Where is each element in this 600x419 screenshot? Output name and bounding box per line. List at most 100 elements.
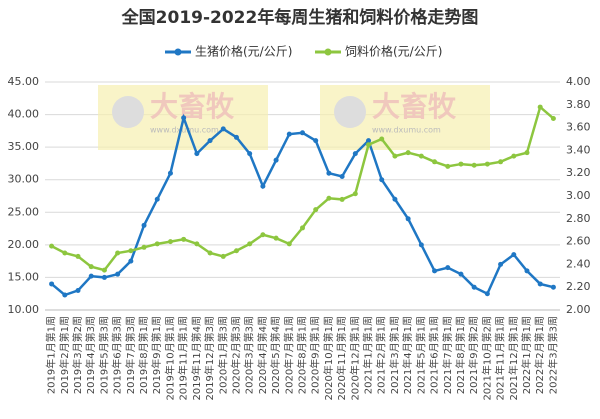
- x-tick-label: 2020年7月第1周: [282, 316, 295, 394]
- data-point: [537, 104, 543, 110]
- x-tick-label: 2019年1月第1周: [45, 316, 58, 394]
- x-tick-label: 2020年9月第1周: [309, 316, 322, 394]
- data-point: [300, 225, 305, 231]
- data-point: [88, 264, 94, 270]
- data-point: [379, 136, 385, 142]
- data-point: [379, 177, 385, 183]
- data-point: [300, 130, 305, 136]
- data-point: [49, 243, 55, 249]
- data-point: [524, 150, 530, 156]
- data-point: [286, 131, 292, 137]
- data-point: [247, 241, 253, 247]
- data-point: [471, 162, 477, 168]
- data-point: [418, 242, 424, 248]
- data-point: [128, 258, 134, 264]
- data-point: [167, 170, 173, 176]
- data-point: [286, 241, 292, 247]
- data-point: [511, 153, 517, 159]
- data-point: [392, 196, 398, 202]
- y2-tick-label: 2.20: [566, 280, 591, 293]
- data-point: [141, 222, 147, 228]
- data-point: [141, 244, 147, 250]
- data-point: [458, 271, 464, 277]
- x-tick-label: 2020年12月第1周: [348, 316, 361, 401]
- x-tick-label: 2020年3月第3周: [243, 316, 256, 394]
- watermark-url: www.dxumu.com: [372, 126, 441, 135]
- y-tick-label: 45.00: [8, 75, 40, 88]
- data-point: [233, 248, 239, 254]
- y-tick-label: 35.00: [8, 140, 40, 153]
- data-point: [273, 235, 279, 241]
- data-point: [418, 153, 424, 159]
- data-point: [194, 241, 200, 247]
- x-tick-label: 2020年5月第4周: [269, 316, 282, 394]
- watermark-brand: 大畜牧: [150, 90, 235, 123]
- x-tick-label: 2019年11月第1周: [177, 316, 190, 401]
- x-tick-label: 2021年3月第1周: [388, 316, 401, 394]
- data-point: [366, 142, 372, 148]
- data-point: [471, 284, 477, 290]
- data-point: [233, 134, 239, 140]
- x-tick-label: 2019年9月第1周: [150, 316, 163, 394]
- data-point: [432, 159, 438, 165]
- x-tick-label: 2021年1月第1周: [362, 316, 375, 394]
- x-tick-label: 2020年2月第3周: [229, 316, 242, 394]
- y2-tick-label: 2.80: [566, 212, 591, 225]
- data-point: [550, 284, 556, 290]
- legend-label: 生猪价格(元/公斤): [195, 44, 292, 59]
- data-point: [115, 271, 121, 277]
- data-point: [128, 248, 134, 254]
- x-tick-label: 2021年8月第1周: [454, 316, 467, 394]
- data-point: [88, 273, 94, 279]
- data-point: [115, 250, 121, 256]
- x-tick-label: 2019年2月第1周: [58, 316, 71, 394]
- data-point: [511, 252, 517, 258]
- x-tick-label: 2021年2月第1周: [375, 316, 388, 394]
- legend-label: 饲料价格(元/公斤): [345, 44, 442, 59]
- data-point: [352, 191, 358, 197]
- data-point: [101, 267, 107, 273]
- x-tick-label: 2020年8月第1周: [296, 316, 309, 394]
- data-point: [49, 281, 55, 287]
- y-tick-label: 40.00: [8, 108, 40, 121]
- data-point: [537, 281, 543, 287]
- data-point: [260, 232, 266, 238]
- data-point: [220, 126, 226, 132]
- y2-tick-label: 2.00: [566, 303, 591, 316]
- x-tick-label: 2021年9月第2周: [467, 316, 480, 394]
- data-point: [458, 161, 464, 167]
- data-point: [62, 292, 68, 298]
- data-point: [550, 115, 556, 121]
- data-point: [313, 207, 319, 213]
- x-tick-label: 2021年10月第2周: [480, 316, 493, 401]
- x-tick-label: 2019年4月第3周: [84, 316, 97, 394]
- data-point: [220, 253, 226, 259]
- legend-swatch: [174, 48, 182, 56]
- data-point: [207, 138, 213, 144]
- y-tick-label: 15.00: [8, 270, 40, 283]
- y2-tick-label: 3.00: [566, 189, 591, 202]
- x-tick-label: 2019年3月第2周: [71, 316, 84, 394]
- x-tick-label: 2021年5月第1周: [414, 316, 427, 394]
- y2-tick-label: 2.60: [566, 235, 591, 248]
- data-point: [273, 157, 279, 163]
- data-point: [167, 239, 173, 245]
- data-point: [484, 291, 490, 297]
- x-tick-label: 2022年3月第3周: [546, 316, 559, 394]
- x-tick-label: 2019年11月第4周: [190, 316, 203, 401]
- x-tick-label: 2020年1月第3周: [216, 316, 229, 394]
- x-tick-label: 2019年10月第1周: [163, 316, 176, 401]
- watermark: 大畜牧 www.dxumu.com 大畜牧 www.dxumu.com: [98, 85, 490, 150]
- data-point: [75, 253, 81, 259]
- data-point: [405, 216, 411, 222]
- x-tick-label: 2020年10月第1周: [322, 316, 335, 401]
- data-point: [101, 274, 107, 280]
- y-tick-label: 20.00: [8, 238, 40, 251]
- data-point: [445, 265, 451, 271]
- y-tick-label: 25.00: [8, 205, 40, 218]
- watermark-brand: 大畜牧: [372, 90, 457, 123]
- y2-tick-label: 3.60: [566, 121, 591, 134]
- data-point: [62, 250, 68, 256]
- data-point: [352, 151, 358, 157]
